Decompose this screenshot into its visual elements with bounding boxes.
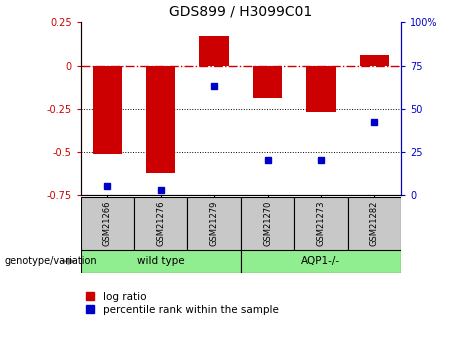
Bar [306, 66, 336, 112]
Text: GSM21270: GSM21270 [263, 201, 272, 246]
Text: GSM21282: GSM21282 [370, 201, 379, 246]
Text: GSM21276: GSM21276 [156, 201, 165, 246]
Text: wild type: wild type [137, 256, 184, 266]
Bar [81, 250, 241, 273]
Text: GSM21279: GSM21279 [210, 201, 219, 246]
Bar [146, 66, 176, 172]
Bar [253, 66, 282, 98]
Bar [134, 197, 188, 250]
Bar [200, 36, 229, 66]
Bar [241, 250, 401, 273]
Text: GSM21266: GSM21266 [103, 201, 112, 246]
Text: genotype/variation: genotype/variation [5, 256, 97, 266]
Text: GSM21273: GSM21273 [316, 201, 325, 246]
Bar [188, 197, 241, 250]
Bar [241, 197, 294, 250]
Title: GDS899 / H3099C01: GDS899 / H3099C01 [169, 4, 313, 19]
Bar [294, 197, 348, 250]
Bar [348, 197, 401, 250]
Legend: log ratio, percentile rank within the sample: log ratio, percentile rank within the sa… [86, 292, 278, 315]
Bar [81, 197, 134, 250]
Text: AQP1-/-: AQP1-/- [301, 256, 341, 266]
Bar [93, 66, 122, 154]
Bar [360, 55, 389, 66]
